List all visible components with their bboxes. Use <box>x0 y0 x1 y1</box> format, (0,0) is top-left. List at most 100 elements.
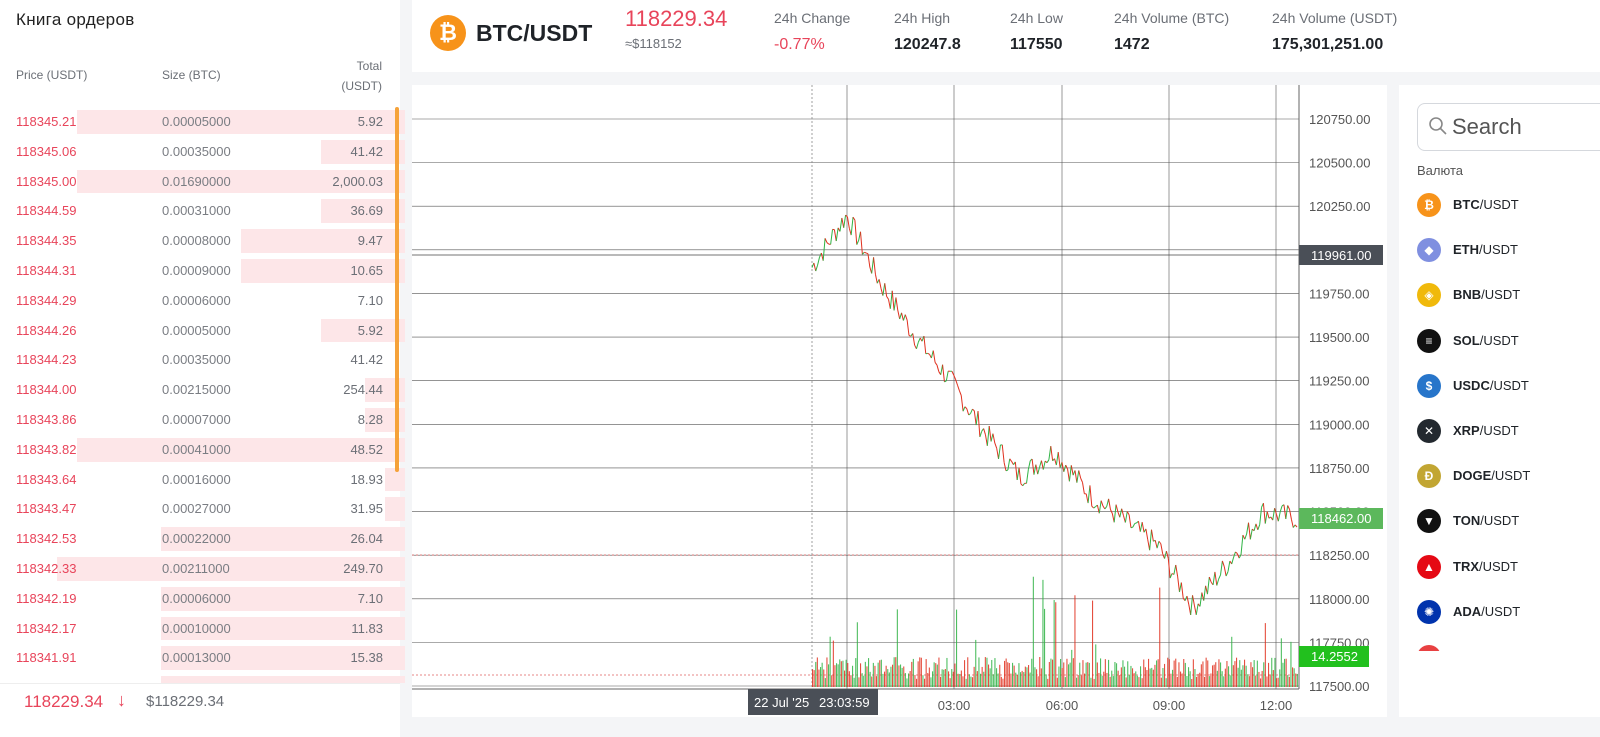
currency-item-ton[interactable]: ▼ TON/USDT <box>1417 505 1600 550</box>
order-book-rows[interactable]: 118345.21 0.00005000 5.92 118345.06 0.000350… <box>0 107 405 683</box>
price-segment <box>1173 564 1177 575</box>
volume-bar <box>1080 675 1082 687</box>
price-segment <box>1119 508 1123 518</box>
currency-item-trx[interactable]: ▲ TRX/USDT <box>1417 551 1600 596</box>
volume-bar <box>1165 678 1167 687</box>
volume-bar <box>924 678 926 687</box>
order-book-row[interactable]: 118344.00 0.00215000 254.44 <box>0 375 405 405</box>
price-segment <box>1277 511 1281 522</box>
price-segment <box>1093 506 1096 509</box>
order-book-row[interactable]: 118342.19 0.00006000 7.10 <box>0 584 405 614</box>
volume-bar <box>984 657 986 687</box>
volume-bar <box>1023 672 1025 687</box>
price-segment <box>1033 464 1037 475</box>
order-book-row[interactable]: 118344.35 0.00008000 9.47 <box>0 226 405 256</box>
order-book-row[interactable]: 118344.29 0.00006000 7.10 <box>0 286 405 316</box>
volume-bar <box>938 657 940 687</box>
volume-bar <box>1196 676 1198 687</box>
order-size: 0.00007000 <box>162 411 231 427</box>
price-segment <box>1026 469 1029 484</box>
order-book-row[interactable]: 118344.26 0.00005000 5.92 <box>0 316 405 346</box>
price-segment <box>1048 446 1052 460</box>
price-segment <box>1106 498 1110 507</box>
currency-item-ada[interactable]: ✺ ADA/USDT <box>1417 596 1600 641</box>
order-book-row[interactable]: 118345.06 0.00035000 41.42 <box>0 137 405 167</box>
price-segment <box>1233 551 1236 558</box>
price-segment <box>1186 595 1190 605</box>
volume-bar <box>991 659 993 687</box>
order-price: 118344.31 <box>16 262 77 278</box>
currency-item-btc[interactable]: ₿ BTC/USDT <box>1417 189 1600 234</box>
order-book-row[interactable]: 118345.21 0.00005000 5.92 <box>0 107 405 137</box>
volume-bar <box>1159 587 1161 687</box>
volume-bar <box>1285 658 1287 687</box>
stat-24h-volume-btc: 24h Volume (BTC) 1472 <box>1114 10 1229 54</box>
volume-bar <box>1120 667 1122 687</box>
price-segment <box>904 314 908 321</box>
volume-bar <box>1264 623 1266 687</box>
currency-list[interactable]: ₿ BTC/USDT ◆ ETH/USDT ◈ BNB/USDT ≡ SOL/USDT $ USD… <box>1417 189 1600 651</box>
order-book-row[interactable]: 118342.33 0.00211000 249.70 <box>0 554 405 584</box>
volume-bar <box>1026 667 1028 687</box>
volume-bar <box>1255 675 1257 687</box>
y-tick-label: 118000.00 <box>1309 592 1370 607</box>
volume-bar <box>1271 657 1273 687</box>
search-input[interactable]: Search <box>1417 103 1600 151</box>
volume-bar <box>930 677 932 687</box>
currency-item-usdc[interactable]: $ USDC/USDT <box>1417 370 1600 415</box>
volume-bar <box>1151 667 1153 687</box>
currency-item-avax[interactable]: ▲ AVAX/USDT <box>1417 641 1600 651</box>
order-book-row[interactable]: 118343.47 0.00027000 31.95 <box>0 494 405 524</box>
order-book-row[interactable]: 118341.91 0.00013000 15.38 <box>0 643 405 673</box>
order-book-row[interactable]: 118343.64 0.00016000 18.93 <box>0 465 405 495</box>
depth-bar <box>77 169 405 194</box>
volume-bar <box>927 673 929 687</box>
price-segment <box>1292 524 1296 528</box>
price-segment <box>1018 467 1022 484</box>
price-segment <box>899 312 903 320</box>
price-segment <box>968 413 971 416</box>
volume-bar <box>1045 674 1047 687</box>
currency-item-xrp[interactable]: ✕ XRP/USDT <box>1417 415 1600 460</box>
price-segment <box>1248 522 1251 540</box>
order-book-row[interactable]: 118344.23 0.00035000 41.42 <box>0 345 405 375</box>
volume-bar <box>980 673 982 687</box>
volume-bar <box>1125 677 1127 687</box>
volume-bar <box>1018 663 1020 687</box>
currency-item-doge[interactable]: Ð DOGE/USDT <box>1417 460 1600 505</box>
volume-bar <box>1189 671 1191 687</box>
currency-item-bnb[interactable]: ◈ BNB/USDT <box>1417 279 1600 324</box>
order-book-row[interactable]: 118343.82 0.00041000 48.52 <box>0 435 405 465</box>
volume-bar <box>1236 657 1238 687</box>
last-price: 118229.34 <box>625 6 728 31</box>
order-book-row[interactable]: 118342.53 0.00022000 26.04 <box>0 524 405 554</box>
volume-bar <box>1090 677 1092 687</box>
order-book-scrollbar[interactable] <box>395 107 399 472</box>
currency-item-eth[interactable]: ◆ ETH/USDT <box>1417 234 1600 279</box>
order-total: 41.42 <box>350 352 383 368</box>
price-segment <box>1121 508 1125 516</box>
stat-24h-high: 24h High 120247.8 <box>894 10 961 54</box>
volume-bar <box>1279 669 1281 687</box>
order-book-row[interactable]: 118344.59 0.00031000 36.69 <box>0 196 405 226</box>
volume-bar <box>840 661 842 687</box>
price-chart-svg[interactable]: 120750.00120500.00120250.00120000.001197… <box>412 85 1387 717</box>
volume-bar <box>1173 660 1175 687</box>
stat-value: 117550 <box>1010 36 1063 53</box>
order-book-row[interactable]: 118345.00 0.01690000 2,000.03 <box>0 167 405 197</box>
volume-bar <box>1216 670 1218 687</box>
order-book-row[interactable]: 118341.84 0.00005000 5.92 <box>0 673 405 683</box>
volume-bar <box>976 671 978 687</box>
volume-bar <box>1197 673 1199 687</box>
order-book-row[interactable]: 118344.31 0.00009000 10.65 <box>0 256 405 286</box>
volume-bar <box>925 659 927 687</box>
order-size: 0.00027000 <box>162 501 231 517</box>
order-book-row[interactable]: 118343.86 0.00007000 8.28 <box>0 405 405 435</box>
currency-item-sol[interactable]: ≡ SOL/USDT <box>1417 325 1600 370</box>
order-book-row[interactable]: 118342.17 0.00010000 11.83 <box>0 614 405 644</box>
volume-bar <box>1068 664 1070 687</box>
price-chart[interactable]: 120750.00120500.00120250.00120000.001197… <box>412 85 1387 717</box>
price-segment <box>1199 592 1203 607</box>
volume-bar <box>1261 670 1263 687</box>
price-segment <box>1089 485 1093 507</box>
